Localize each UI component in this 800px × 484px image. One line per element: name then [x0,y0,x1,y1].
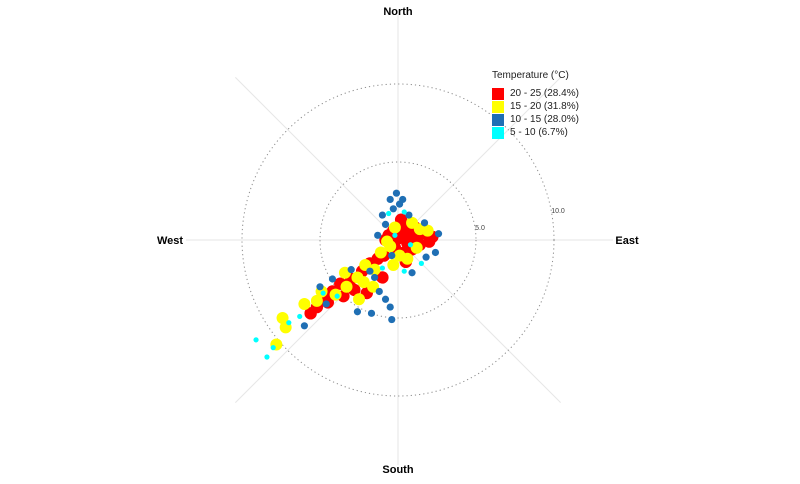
data-point [379,265,385,271]
data-point [381,235,394,248]
data-point [386,210,392,217]
legend-label: 15 - 20 (31.8%) [510,101,579,112]
data-point [340,280,353,293]
data-point [371,273,379,282]
data-point [366,267,374,275]
legend-entry: 5 - 10 (6.7%) [492,126,579,139]
data-point [399,195,407,204]
data-point [375,287,383,296]
data-point [310,294,323,307]
data-point [378,211,386,219]
data-point [376,271,389,284]
data-point [374,231,382,239]
data-point [347,266,355,274]
data-point [264,354,270,360]
data-point [408,269,416,277]
east-label: East [615,235,639,247]
data-point [420,219,429,227]
data-point [423,235,436,248]
data-points [253,189,443,360]
data-point [297,313,303,320]
legend-label: 20 - 25 (28.4%) [510,88,579,99]
radial-ring [319,161,477,319]
data-point [422,253,430,261]
radial-tick-label-10: 10.0 [551,208,565,215]
data-point [357,276,370,289]
data-point [405,211,413,219]
data-point [353,308,362,316]
legend-entry: 10 - 15 (28.0%) [492,113,579,126]
data-point [367,309,376,317]
legend-swatch-cyan [492,126,504,139]
legend-entry: 20 - 25 (28.4%) [492,87,579,100]
direction-labels: North East South West 5.0 10.0 [157,6,639,476]
data-point [418,260,424,266]
data-point [431,248,440,257]
data-point [328,275,337,283]
data-point [386,195,394,204]
data-point [392,189,401,197]
data-point [387,258,400,271]
data-point [410,241,423,254]
data-point [421,224,434,237]
data-point [353,293,365,306]
data-point [276,312,289,324]
data-point [270,345,276,351]
legend-swatch-red [492,87,504,100]
legend-title: Temperature (°C) [492,70,569,81]
data-point [407,242,414,248]
data-point [253,337,259,343]
data-point [401,209,407,215]
data-point [316,283,324,291]
data-point [300,322,308,330]
legend-label: 10 - 15 (28.0%) [510,114,579,125]
data-point [286,320,292,326]
data-point [367,280,380,293]
legend: Temperature (°C) 20 - 25 (28.4%) 15 - 20… [492,70,579,139]
legend-swatch-yellow [492,100,504,113]
data-point [401,268,407,274]
data-point [388,315,396,324]
radial-ring [241,83,555,397]
data-point [304,307,317,320]
data-point [359,258,372,271]
data-point [381,295,390,303]
data-point [388,252,396,260]
legend-entry: 15 - 20 (31.8%) [492,100,579,113]
data-point [392,232,398,238]
data-point [393,249,406,262]
data-point [381,220,390,228]
data-point [320,290,326,296]
radial-tick-label-5: 5.0 [475,225,485,232]
data-point [298,297,311,310]
data-point [389,205,397,213]
data-point [388,221,401,234]
south-label: South [382,464,413,476]
legend-swatch-blue [492,113,504,126]
data-point [386,303,394,311]
legend-label: 5 - 10 (6.7%) [510,127,568,138]
north-label: North [383,6,413,18]
data-point [334,293,340,299]
data-point [374,246,387,259]
west-label: West [157,235,183,247]
data-point [406,216,419,229]
data-point [434,230,443,238]
data-point [322,300,330,308]
